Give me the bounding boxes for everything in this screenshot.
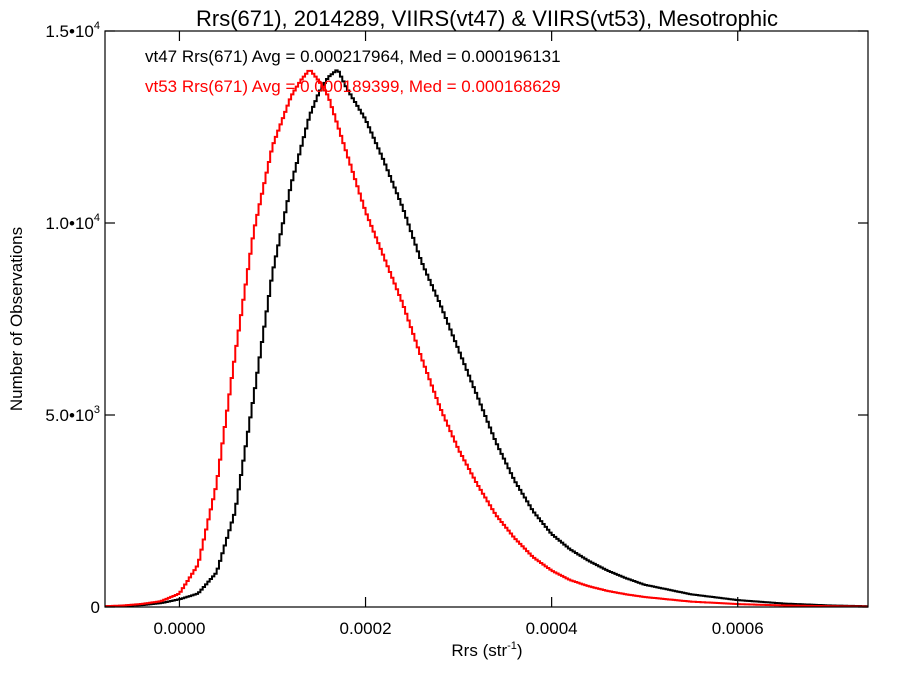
series-line-0 (105, 69, 868, 608)
y-tick-label-sup: 4 (94, 212, 100, 224)
y-tick-label: 1.5•104 (45, 20, 100, 41)
plot-frame (104, 30, 869, 608)
y-tick-label-main: 0 (91, 598, 100, 617)
x-tick-label: 0.0006 (712, 619, 764, 638)
annotation-vt53-stats: vt53 Rrs(671) Avg = 0.000189399, Med = 0… (145, 77, 561, 96)
series-line-1 (105, 69, 868, 608)
y-tick-label: 0 (91, 598, 100, 617)
x-axis-label-main: Rrs (str (451, 641, 507, 660)
y-axis-label: Number of Observations (7, 227, 26, 411)
x-tick-label: 0.0004 (526, 619, 578, 638)
x-tick-label: 0.0000 (153, 619, 205, 638)
annotation-vt47-stats: vt47 Rrs(671) Avg = 0.000217964, Med = 0… (145, 47, 561, 66)
y-tick-label-sup: 3 (94, 404, 100, 416)
y-tick-label-main: 1.0•10 (45, 214, 94, 233)
y-tick-label-main: 1.5•10 (45, 22, 94, 41)
series-layer (105, 69, 868, 608)
x-axis-label: Rrs (str-1) (451, 640, 522, 660)
x-axis-label-sup: -1 (507, 640, 517, 652)
y-tick-label: 1.0•104 (45, 212, 100, 233)
x-axis: 0.0000 0.0002 0.0004 0.0006 (153, 31, 764, 638)
y-tick-label-sup: 4 (94, 20, 100, 32)
x-axis-label-end: ) (517, 641, 523, 660)
chart-title: Rrs(671), 2014289, VIIRS(vt47) & VIIRS(v… (196, 6, 778, 31)
x-tick-label: 0.0002 (340, 619, 392, 638)
y-tick-label: 5.0•103 (45, 404, 100, 425)
y-tick-label-main: 5.0•10 (45, 406, 94, 425)
